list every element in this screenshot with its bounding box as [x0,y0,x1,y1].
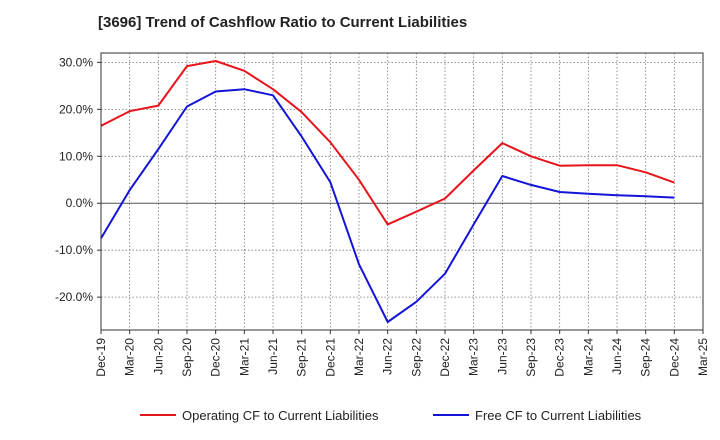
x-tick-label: Mar-24 [581,338,595,376]
y-tick-label: 30.0% [59,55,93,69]
x-tick-label: Jun-24 [610,338,624,375]
x-tick-label: Sep-24 [639,338,653,377]
x-tick-label: Sep-22 [409,338,423,377]
y-axis: 30.0% 20.0% 10.0% 0.0% -10.0% -20.0% [55,55,101,304]
x-tick-label: Mar-23 [467,338,481,376]
y-tick-label: -20.0% [55,290,93,304]
x-tick-label: Jun-23 [495,338,509,375]
series-lines [100,60,675,323]
x-axis: Dec-19 Mar-20 Jun-20 Sep-20 Dec-20 Mar-21 Jun-… [94,330,710,377]
y-tick-label: 10.0% [59,149,93,163]
y-tick-label: 20.0% [59,102,93,116]
plot-frame [100,52,704,331]
x-tick-label: Dec-24 [667,338,681,377]
x-tick-label: Sep-20 [180,338,194,377]
x-tick-label: Sep-21 [295,338,309,377]
x-tick-label: Mar-20 [123,338,137,376]
series-line-operating-cf [100,60,675,226]
x-tick-label: Dec-21 [323,338,337,377]
y-tick-label: 0.0% [66,196,94,210]
series-line-free-cf [100,88,675,323]
plot-area [101,53,703,330]
x-tick-label: Dec-20 [209,338,223,377]
x-tick-label: Jun-21 [266,338,280,375]
legend: Operating CF to Current Liabilities Free … [140,408,642,423]
legend-label: Free CF to Current Liabilities [475,408,642,423]
gridlines [101,53,703,330]
x-tick-label: Jun-20 [151,338,165,375]
x-tick-label: Mar-25 [696,338,710,376]
x-tick-label: Dec-19 [94,338,108,377]
chart-title: [3696] Trend of Cashflow Ratio to Curren… [98,14,468,31]
legend-label: Operating CF to Current Liabilities [182,408,379,423]
x-tick-label: Mar-22 [352,338,366,376]
x-tick-label: Sep-23 [524,338,538,377]
x-tick-label: Dec-23 [553,338,567,377]
x-tick-label: Dec-22 [438,338,452,377]
y-tick-label: -10.0% [55,243,93,257]
x-tick-label: Jun-22 [381,338,395,375]
x-tick-label: Mar-21 [237,338,251,376]
